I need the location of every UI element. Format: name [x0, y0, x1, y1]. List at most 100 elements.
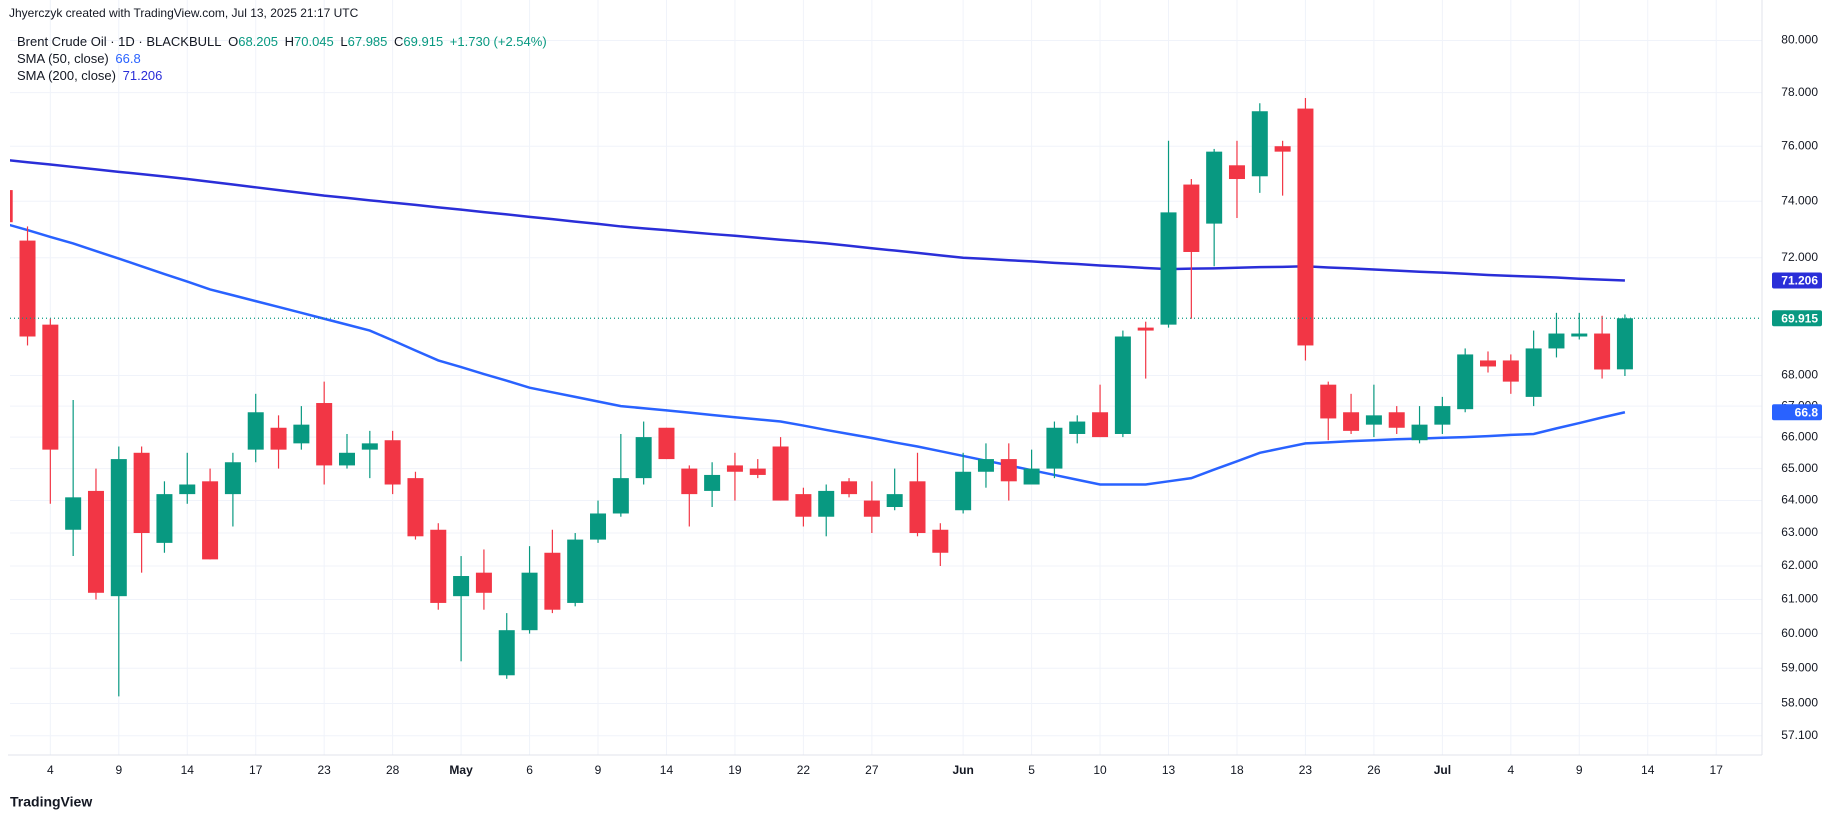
candle-body [886, 494, 903, 508]
candle-body [841, 481, 858, 495]
x-tick-label: 23 [318, 763, 332, 777]
candle-body [316, 403, 333, 466]
x-tick-label: 4 [47, 763, 54, 777]
candle-body [1092, 412, 1109, 438]
candle-body [726, 465, 743, 472]
x-tick-label: 14 [181, 763, 195, 777]
candle-body [19, 240, 36, 337]
candle-body [475, 572, 492, 593]
x-tick-label: 14 [660, 763, 674, 777]
candle-body [1183, 184, 1200, 252]
candle-body [1365, 415, 1382, 425]
candle-body [1480, 360, 1496, 367]
candle-body [42, 324, 59, 450]
x-tick-label: 9 [595, 763, 602, 777]
candle-body [658, 427, 675, 460]
y-tick-label: 59.000 [1781, 660, 1818, 674]
candle-body [1228, 165, 1245, 180]
candle-body [955, 471, 972, 511]
x-tick-label: 22 [797, 763, 811, 777]
candle-body [612, 478, 629, 514]
x-tick-label: 9 [115, 763, 122, 777]
candle-body [544, 552, 561, 610]
candle-body [1046, 427, 1063, 469]
legend-main: Brent Crude Oil · 1D · BLACKBULL O68.205… [17, 34, 550, 49]
candle-body [1457, 354, 1474, 410]
candle-body [635, 437, 652, 479]
x-tick-label: Jul [1434, 763, 1451, 777]
candle-body [202, 481, 219, 560]
x-tick-label: 17 [1710, 763, 1724, 777]
y-tick-label: 57.100 [1781, 728, 1818, 742]
candle-body [293, 424, 310, 444]
candle-body [909, 481, 926, 534]
candle-body [1137, 327, 1154, 331]
candle-body [1616, 318, 1633, 370]
price-label-box [1772, 272, 1822, 289]
y-tick-label: 61.000 [1781, 592, 1818, 606]
y-tick-label: 58.000 [1781, 696, 1818, 710]
x-tick-label: 23 [1299, 763, 1313, 777]
candle-body [567, 539, 584, 603]
ohlc-open: 68.205 [238, 34, 278, 49]
legend-sma50: SMA (50, close) 66.8 [17, 51, 144, 66]
logo: TradingView [10, 794, 92, 810]
ohlc-close: 69.915 [403, 34, 444, 49]
legend-name: SMA (50, close) [17, 51, 109, 66]
candle-body [384, 440, 401, 485]
candle-body [1274, 146, 1291, 152]
y-tick-label: 80.000 [1781, 33, 1818, 47]
candle-body [521, 572, 538, 631]
y-tick-label: 66.000 [1781, 429, 1818, 443]
price-label-box [1772, 404, 1822, 421]
candle-body [932, 529, 949, 553]
candle-body [772, 446, 789, 501]
x-tick-label: 10 [1093, 763, 1107, 777]
axes: 80.00078.00076.00074.00072.00068.00067.0… [8, 0, 1822, 777]
ohlc-letter: O [228, 34, 239, 49]
legend-name: SMA (200, close) [17, 68, 116, 83]
ohlc-letter: L [340, 34, 348, 49]
x-tick-label: 4 [1507, 763, 1514, 777]
x-tick-label: 14 [1641, 763, 1655, 777]
x-tick-label: Jun [952, 763, 973, 777]
candle-body [1160, 212, 1177, 325]
candle-body [247, 412, 264, 450]
ohlc-change: +1.730 (+2.54%) [449, 34, 547, 49]
price-label-box [1772, 310, 1822, 327]
x-tick-label: 6 [526, 763, 533, 777]
y-tick-label: 78.000 [1781, 85, 1818, 99]
candle-body [1411, 424, 1428, 441]
legend-value: 66.8 [115, 51, 141, 66]
price-label: 71.206 [1781, 274, 1818, 288]
sma-line [10, 223, 1626, 486]
candle-body [1251, 111, 1268, 177]
candle-body [407, 478, 424, 537]
candle-body [749, 468, 766, 475]
x-tick-label: 17 [249, 763, 263, 777]
y-tick-label: 72.000 [1781, 250, 1818, 264]
y-tick-label: 76.000 [1781, 138, 1818, 152]
y-tick-label: 60.000 [1781, 626, 1818, 640]
candle-body [361, 443, 378, 450]
x-tick-label: 9 [1576, 763, 1583, 777]
y-tick-label: 68.000 [1781, 368, 1818, 382]
y-tick-label: 62.000 [1781, 558, 1818, 572]
candle-body [1343, 412, 1360, 431]
candle-body [156, 494, 173, 543]
candle-body [1388, 412, 1405, 428]
candle-body [1525, 348, 1542, 397]
y-tick-label: 74.000 [1781, 193, 1818, 207]
x-tick-label: 28 [386, 763, 400, 777]
candle-body [110, 459, 127, 597]
y-tick-label: 65.000 [1781, 461, 1818, 475]
candle-body [133, 452, 150, 534]
plot-area [10, 97, 1762, 697]
candle-body [179, 484, 196, 495]
x-tick-label: 13 [1162, 763, 1176, 777]
x-tick-label: 27 [865, 763, 879, 777]
x-tick-label: 18 [1230, 763, 1244, 777]
candle-body [1000, 459, 1017, 482]
legend-sma200: SMA (200, close) 71.206 [17, 68, 165, 83]
